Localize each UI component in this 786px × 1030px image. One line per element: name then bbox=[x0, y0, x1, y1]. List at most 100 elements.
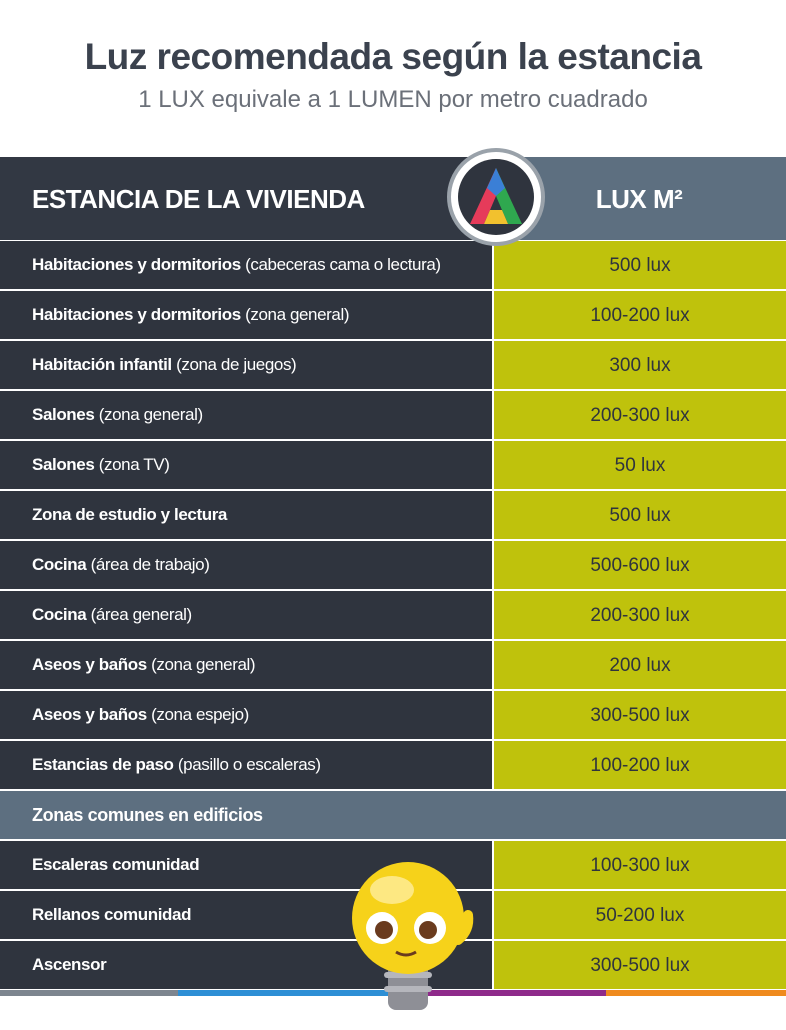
lux-value: 300-500 lux bbox=[590, 955, 690, 976]
room-cell: Estancias de paso (pasillo o escaleras) bbox=[0, 741, 492, 789]
room-name: Cocina bbox=[32, 555, 87, 574]
lux-value: 100-200 lux bbox=[590, 305, 690, 326]
lux-value: 300-500 lux bbox=[590, 705, 690, 726]
room-detail: (área de trabajo) bbox=[90, 555, 210, 574]
lux-cell: 200 lux bbox=[494, 641, 786, 689]
room-text: Aseos y baños (zona espejo) bbox=[32, 705, 249, 725]
table-row: Escaleras comunidad 100-300 lux bbox=[0, 841, 786, 889]
room-detail: (zona general) bbox=[98, 405, 203, 424]
table-row: Aseos y baños (zona espejo) 300-500 lux bbox=[0, 691, 786, 739]
table-row: Estancias de paso (pasillo o escaleras) 1… bbox=[0, 741, 786, 789]
room-cell: Cocina (área general) bbox=[0, 591, 492, 639]
title: Luz recomendada según la estancia bbox=[84, 36, 702, 77]
room-name: Rellanos comunidad bbox=[32, 905, 192, 924]
room-text: Estancias de paso (pasillo o escaleras) bbox=[32, 755, 321, 775]
room-detail: (área general) bbox=[90, 605, 193, 624]
room-text: Zona de estudio y lectura bbox=[32, 505, 227, 525]
lux-cell: 50 lux bbox=[494, 441, 786, 489]
lux-value: 500 lux bbox=[609, 505, 671, 526]
table-row: Habitación infantil (zona de juegos) 300 … bbox=[0, 341, 786, 389]
room-cell: Aseos y baños (zona general) bbox=[0, 641, 492, 689]
room-detail: (cabeceras cama o lectura) bbox=[245, 255, 441, 274]
table-header: ESTANCIA DE LA VIVIENDA LUX M² bbox=[0, 157, 786, 240]
section-row: Zonas comunes en edificios bbox=[0, 791, 786, 839]
lux-value: 200-300 lux bbox=[590, 605, 690, 626]
room-cell: Habitaciones y dormitorios (zona general… bbox=[0, 291, 492, 339]
room-cell: Salones (zona TV) bbox=[0, 441, 492, 489]
room-detail: (pasillo o escaleras) bbox=[177, 755, 321, 774]
lux-value: 50-200 lux bbox=[595, 905, 685, 926]
room-name: Escaleras comunidad bbox=[32, 855, 200, 874]
room-cell: Salones (zona general) bbox=[0, 391, 492, 439]
lux-cell: 500-600 lux bbox=[494, 541, 786, 589]
room-name: Zona de estudio y lectura bbox=[32, 505, 227, 524]
table-row: Ascensor 300-500 lux bbox=[0, 941, 786, 989]
room-name: Cocina bbox=[32, 605, 87, 624]
table-row: Salones (zona general) 200-300 lux bbox=[0, 391, 786, 439]
lux-cell: 300 lux bbox=[494, 341, 786, 389]
room-text: Salones (zona general) bbox=[32, 405, 203, 425]
lux-value: 100-300 lux bbox=[590, 855, 690, 876]
room-name: Ascensor bbox=[32, 955, 107, 974]
table-row: Habitaciones y dormitorios (cabeceras ca… bbox=[0, 241, 786, 289]
room-name: Estancias de paso bbox=[32, 755, 174, 774]
table-row: Rellanos comunidad 50-200 lux bbox=[0, 891, 786, 939]
lux-value: 500-600 lux bbox=[590, 555, 690, 576]
room-name: Habitaciones y dormitorios bbox=[32, 305, 241, 324]
lux-value: 500 lux bbox=[609, 255, 671, 276]
lux-cell: 50-200 lux bbox=[494, 891, 786, 939]
room-detail: (zona general) bbox=[151, 655, 256, 674]
room-cell: Escaleras comunidad bbox=[0, 841, 492, 889]
room-text: Cocina (área de trabajo) bbox=[32, 555, 210, 575]
room-name: Salones bbox=[32, 455, 95, 474]
color-stripe bbox=[0, 990, 786, 996]
room-text: Cocina (área general) bbox=[32, 605, 192, 625]
lux-value: 300 lux bbox=[609, 355, 671, 376]
subtitle: 1 LUX equivale a 1 LUMEN por metro cuadr… bbox=[138, 86, 648, 113]
section-label: Zonas comunes en edificios bbox=[32, 805, 263, 825]
room-cell: Habitación infantil (zona de juegos) bbox=[0, 341, 492, 389]
room-text: Habitaciones y dormitorios (cabeceras ca… bbox=[32, 255, 441, 275]
room-detail: (zona de juegos) bbox=[176, 355, 297, 374]
table-row: Salones (zona TV) 50 lux bbox=[0, 441, 786, 489]
room-detail: (zona espejo) bbox=[151, 705, 249, 724]
room-cell: Zona de estudio y lectura bbox=[0, 491, 492, 539]
table-row: Zona de estudio y lectura 500 lux bbox=[0, 491, 786, 539]
room-text: Salones (zona TV) bbox=[32, 455, 170, 475]
room-detail: (zona TV) bbox=[98, 455, 170, 474]
room-text: Ascensor bbox=[32, 955, 107, 975]
column-label: ESTANCIA DE LA VIVIENDA bbox=[32, 184, 365, 214]
room-detail: (zona general) bbox=[245, 305, 350, 324]
lux-value: 200 lux bbox=[609, 655, 671, 676]
room-name: Habitación infantil bbox=[32, 355, 172, 374]
lux-cell: 100-200 lux bbox=[494, 741, 786, 789]
room-cell: Ascensor bbox=[0, 941, 492, 989]
room-cell: Rellanos comunidad bbox=[0, 891, 492, 939]
room-name: Salones bbox=[32, 405, 95, 424]
lux-cell: 100-300 lux bbox=[494, 841, 786, 889]
lux-value: 50 lux bbox=[614, 455, 666, 476]
room-text: Escaleras comunidad bbox=[32, 855, 200, 875]
header-cell: ESTANCIA DE LA VIVIENDA bbox=[0, 157, 492, 240]
lux-cell: 500 lux bbox=[494, 491, 786, 539]
room-name: Habitaciones y dormitorios bbox=[32, 255, 241, 274]
lux-cell: 300-500 lux bbox=[494, 941, 786, 989]
room-text: Habitación infantil (zona de juegos) bbox=[32, 355, 297, 375]
room-text: Rellanos comunidad bbox=[32, 905, 191, 925]
lux-cell: 500 lux bbox=[494, 241, 786, 289]
table-row: Cocina (área de trabajo) 500-600 lux bbox=[0, 541, 786, 589]
column-label: LUX M² bbox=[595, 184, 683, 214]
room-text: Habitaciones y dormitorios (zona general… bbox=[32, 305, 350, 325]
lux-cell: 100-200 lux bbox=[494, 291, 786, 339]
table-row: Habitaciones y dormitorios (zona general… bbox=[0, 291, 786, 339]
header-cell: LUX M² bbox=[492, 157, 786, 240]
room-cell: Habitaciones y dormitorios (cabeceras ca… bbox=[0, 241, 492, 289]
table-row: Cocina (área general) 200-300 lux bbox=[0, 591, 786, 639]
room-name: Aseos y baños bbox=[32, 705, 147, 724]
lux-cell: 200-300 lux bbox=[494, 591, 786, 639]
room-cell: Cocina (área de trabajo) bbox=[0, 541, 492, 589]
lux-value: 100-200 lux bbox=[590, 755, 690, 776]
room-name: Aseos y baños bbox=[32, 655, 147, 674]
lux-cell: 300-500 lux bbox=[494, 691, 786, 739]
